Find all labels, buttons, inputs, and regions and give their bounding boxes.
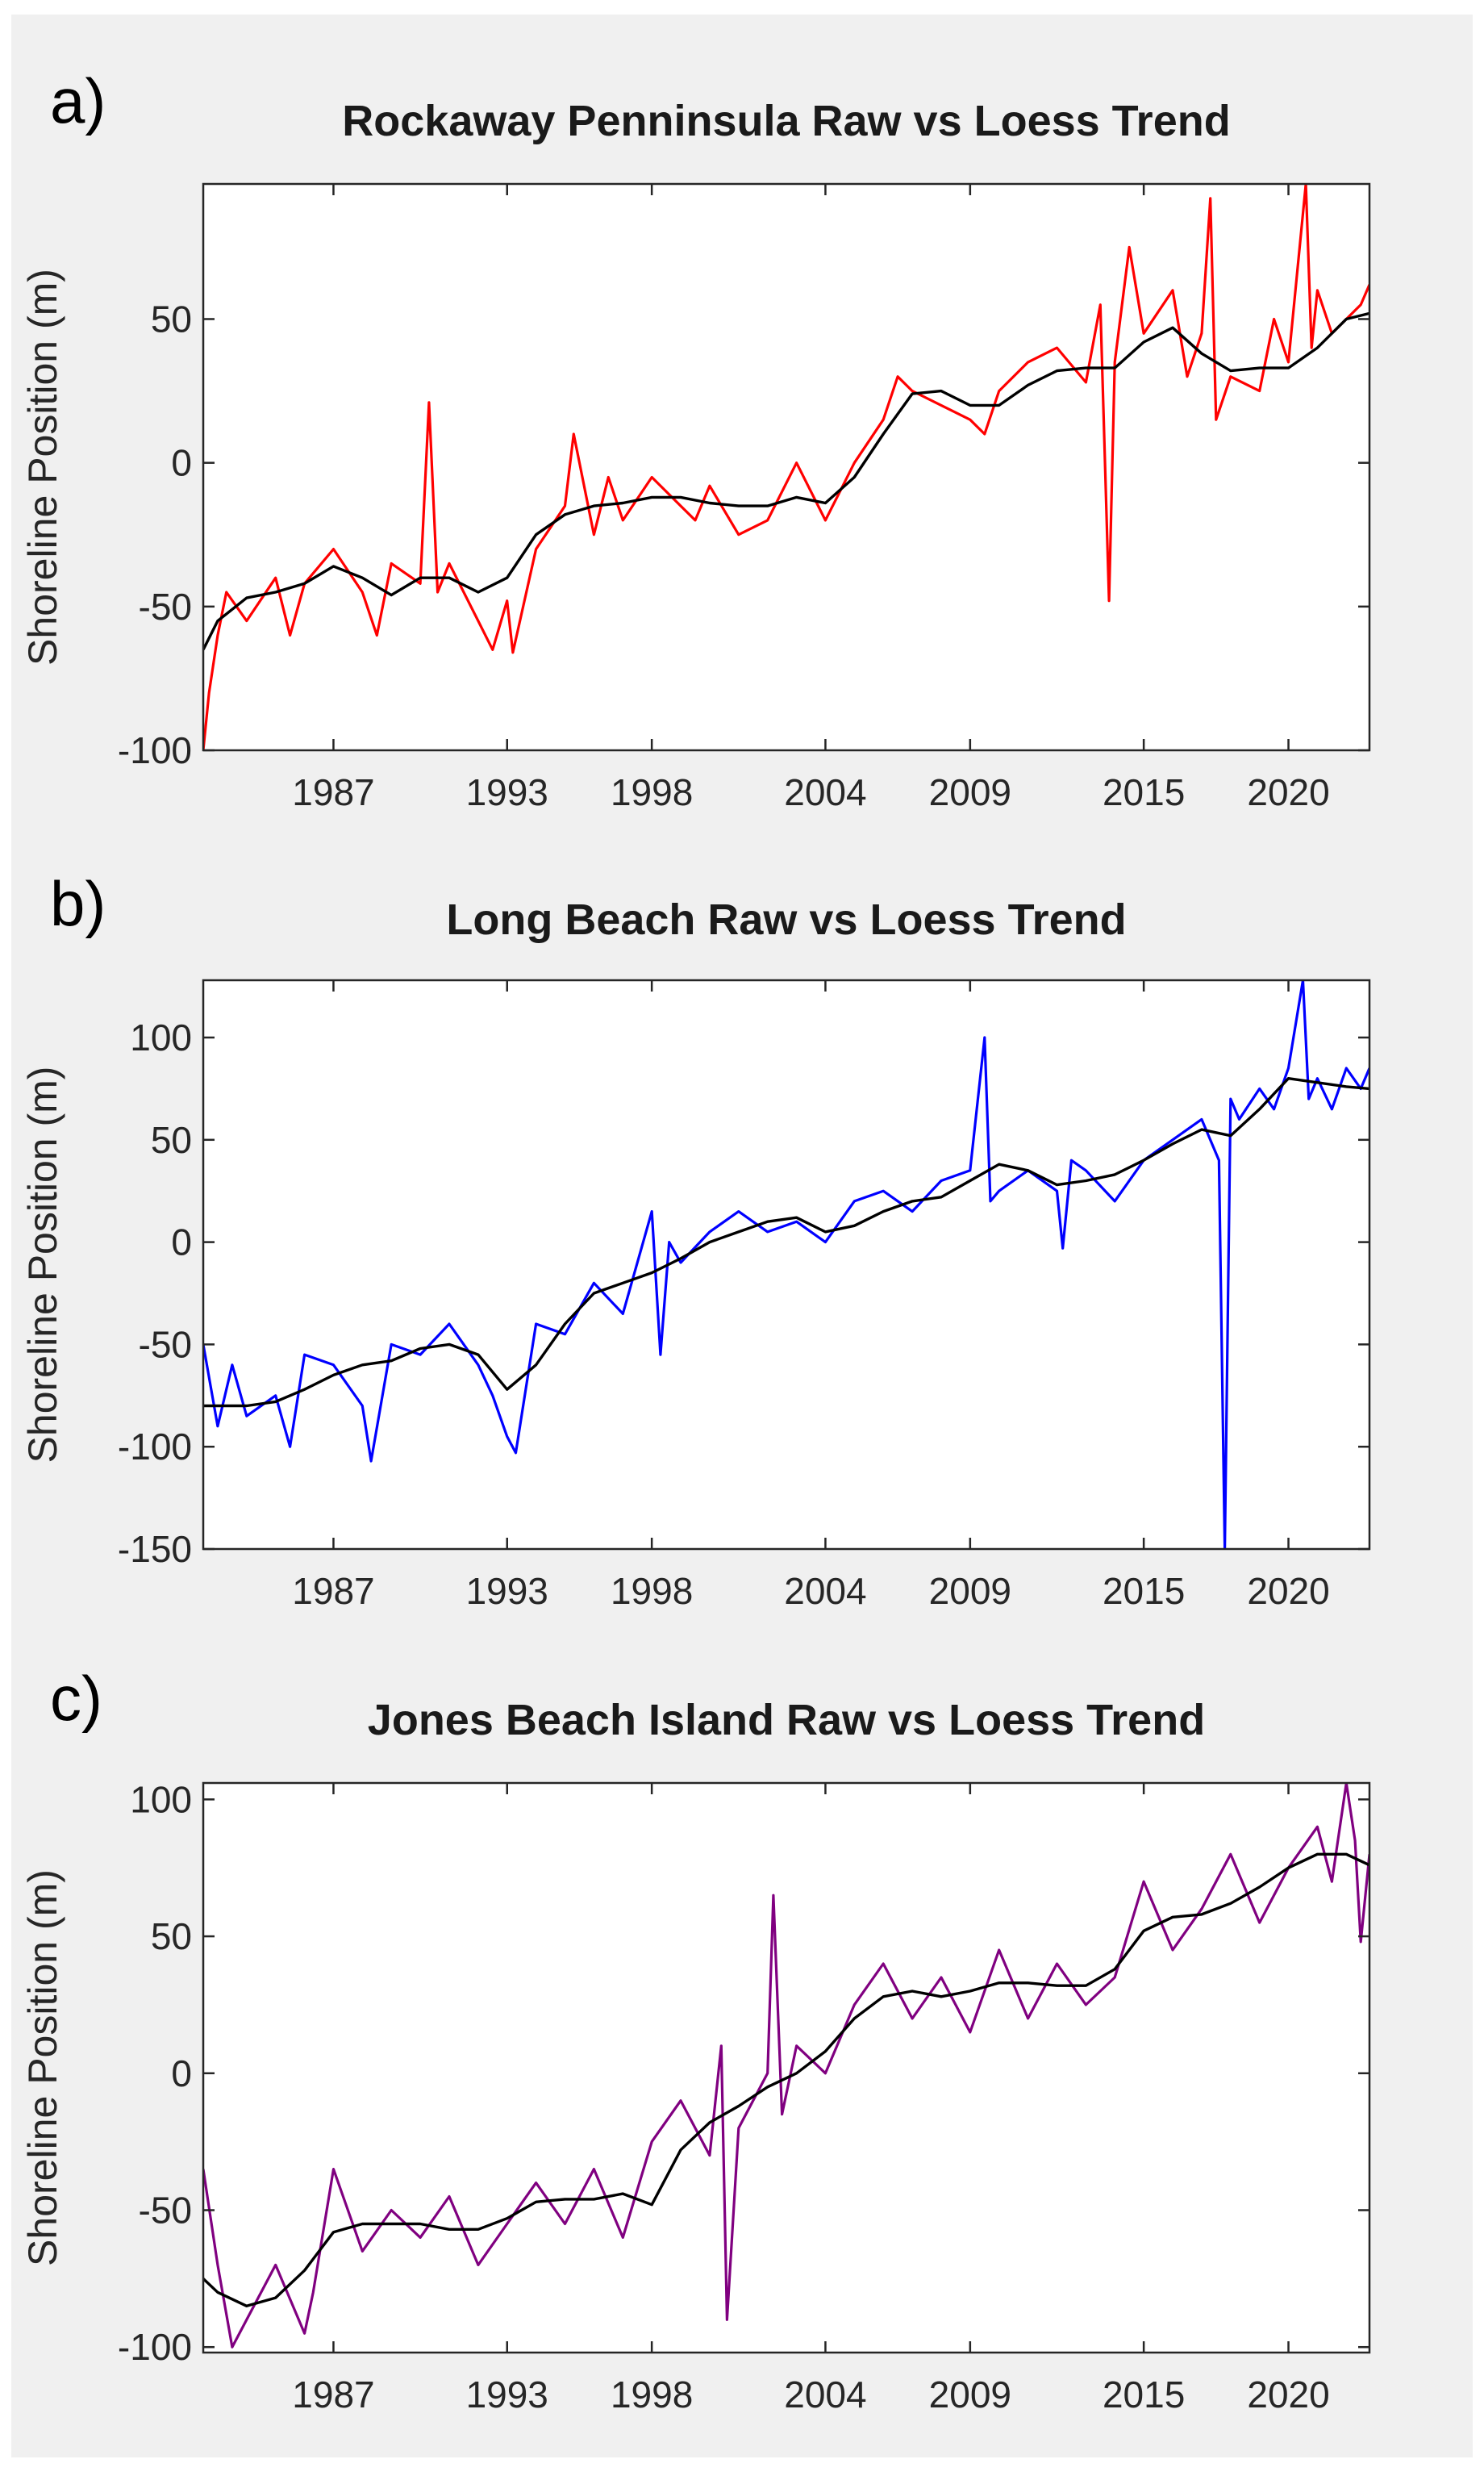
axes-frame xyxy=(202,979,1371,1551)
x-tick-label: 2020 xyxy=(1247,1570,1329,1612)
x-tick-label: 2009 xyxy=(929,771,1011,813)
raw-series-line xyxy=(203,980,1369,1549)
y-tick-label: 0 xyxy=(171,1221,192,1263)
y-tick-label: -100 xyxy=(118,1426,192,1468)
y-axis-label: Shoreline Position (m) xyxy=(20,269,65,666)
plot-area xyxy=(203,1783,1369,2353)
y-tick-label: 50 xyxy=(151,298,192,340)
x-tick-label: 2015 xyxy=(1103,771,1185,813)
axes-frame xyxy=(202,1781,1371,2354)
x-tick-label: 2020 xyxy=(1247,771,1329,813)
y-tick-label: -100 xyxy=(118,729,192,771)
x-tick-label: 2009 xyxy=(929,2374,1011,2415)
x-tick-label: 2015 xyxy=(1103,1570,1185,1612)
chart-title: Jones Beach Island Raw vs Loess Trend xyxy=(368,1696,1205,1744)
y-axis-label: Shoreline Position (m) xyxy=(20,1067,65,1463)
y-tick-label: 100 xyxy=(130,1778,192,1820)
x-tick-label: 1987 xyxy=(292,1570,374,1612)
chart-panel-1: Rockaway Penninsula Raw vs Loess Trend Sh… xyxy=(20,97,1371,813)
axes-frame xyxy=(202,182,1371,752)
y-tick-label: -50 xyxy=(139,1323,192,1365)
x-tick-label: 2015 xyxy=(1103,2374,1185,2415)
raw-series-line xyxy=(203,184,1369,750)
y-tick-label: 0 xyxy=(171,442,192,484)
x-tick-label: 1987 xyxy=(292,771,374,813)
x-tick-label: 1998 xyxy=(611,771,693,813)
y-tick-label: 50 xyxy=(151,1119,192,1161)
x-tick-label: 1993 xyxy=(466,771,548,813)
y-tick-label: -50 xyxy=(139,2190,192,2232)
panel-label-b: b) xyxy=(50,868,106,939)
x-tick-label: 2004 xyxy=(784,771,866,813)
chart-title: Long Beach Raw vs Loess Trend xyxy=(446,896,1126,944)
x-tick-label: 2020 xyxy=(1247,2374,1329,2415)
panel-label-c: c) xyxy=(50,1663,102,1734)
x-tick-label: 2004 xyxy=(784,1570,866,1612)
chart-title: Rockaway Penninsula Raw vs Loess Trend xyxy=(342,97,1230,145)
raw-series-line xyxy=(203,1783,1369,2349)
y-tick-label: 0 xyxy=(171,2052,192,2094)
loess-trend-line xyxy=(203,1076,1369,1408)
x-tick-label: 1998 xyxy=(611,2374,693,2415)
chart-panel-3: Jones Beach Island Raw vs Loess Trend Sho… xyxy=(20,1696,1371,2415)
loess-trend-line xyxy=(203,1852,1369,2308)
x-tick-label: 1993 xyxy=(466,1570,548,1612)
plot-area xyxy=(203,980,1369,1549)
x-tick-label: 1993 xyxy=(466,2374,548,2415)
x-tick-label: 1998 xyxy=(611,1570,693,1612)
x-tick-label: 1987 xyxy=(292,2374,374,2415)
panel-label-a: a) xyxy=(50,65,106,136)
x-tick-label: 2004 xyxy=(784,2374,866,2415)
chart-panel-2: Long Beach Raw vs Loess Trend Shoreline P… xyxy=(20,896,1371,1612)
x-tick-label: 2009 xyxy=(929,1570,1011,1612)
y-tick-label: 50 xyxy=(151,1915,192,1957)
loess-trend-line xyxy=(203,311,1369,651)
y-tick-label: -100 xyxy=(118,2326,192,2368)
plot-area xyxy=(203,184,1369,750)
y-axis-label: Shoreline Position (m) xyxy=(20,1869,65,2266)
y-tick-label: 100 xyxy=(130,1017,192,1058)
y-tick-label: -150 xyxy=(118,1528,192,1570)
y-tick-label: -50 xyxy=(139,586,192,628)
